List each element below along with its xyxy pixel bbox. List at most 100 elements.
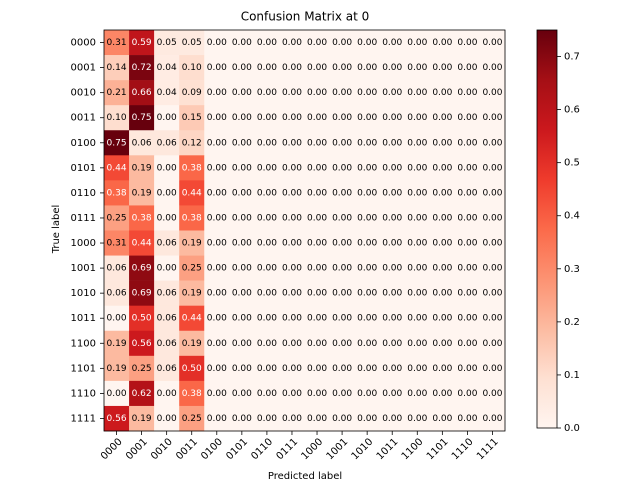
cell [354,255,380,281]
cell [404,105,431,131]
cell [479,180,506,206]
cell-label: 0.00 [307,38,327,48]
cell [379,330,406,357]
cell-label: 0.06 [157,314,177,324]
cell [204,55,230,81]
x-tick-label: 0101 [224,436,250,462]
cell [129,130,155,156]
cell-label: 0.00 [232,239,252,249]
cell-label: 0.38 [182,163,202,173]
cell-label: 0.06 [132,138,152,148]
cell-label: 0.00 [282,163,302,173]
cell-label: 0.00 [282,138,302,148]
cell [104,405,130,432]
cell-label: 0.00 [282,188,302,198]
cell [129,280,155,306]
cell-label: 0.00 [332,138,352,148]
cell [304,205,330,231]
cell-label: 0.00 [457,38,477,48]
cell-label: 0.15 [182,113,202,123]
cell-label: 0.25 [107,213,127,223]
cell [179,280,205,306]
cell-label: 0.00 [207,389,227,399]
cell-label: 0.00 [257,289,277,299]
cell-label: 0.00 [157,414,177,424]
cell-label: 0.00 [357,188,377,198]
cell-label: 0.00 [232,38,252,48]
cell-label: 0.00 [382,188,402,198]
cell-label: 0.00 [432,213,452,223]
cell-label: 0.00 [282,339,302,349]
cell-label: 0.00 [432,163,452,173]
y-axis-label: True label [51,205,62,255]
cell-label: 0.00 [357,239,377,249]
cell-label: 0.00 [232,314,252,324]
cell [129,180,155,206]
cell-label: 0.00 [282,88,302,98]
cell-label: 0.00 [257,63,277,73]
cell-label: 0.00 [432,314,452,324]
cell [354,230,380,256]
cell-label: 0.00 [257,264,277,274]
cell [204,305,230,332]
cell [179,255,205,281]
cell [479,380,506,407]
cell-label: 0.00 [432,188,452,198]
cell [404,180,431,206]
cell-label: 0.00 [457,289,477,299]
cell [379,180,406,206]
cell [429,30,456,56]
cell [454,105,481,131]
colorbar-tick-label: 0.2 [564,317,580,328]
cell [429,355,456,382]
cell [279,180,305,206]
cell-label: 0.00 [407,389,427,399]
cell-label: 0.00 [232,138,252,148]
cell [104,330,130,357]
cell [354,155,380,181]
cell [429,305,456,332]
cell [429,180,456,206]
cell-label: 0.00 [332,213,352,223]
cell [229,55,255,81]
cell-label: 0.00 [382,264,402,274]
cell-label: 0.44 [107,163,127,173]
cell [104,230,130,256]
cell-label: 0.00 [257,113,277,123]
cell [154,105,180,131]
cell [129,30,155,56]
cell-label: 0.00 [232,113,252,123]
cell-label: 0.00 [432,289,452,299]
cell-label: 0.50 [132,314,152,324]
cell [154,355,180,382]
cell-label: 0.00 [207,314,227,324]
cell-label: 0.00 [357,339,377,349]
colorbar-tick-label: 0.4 [564,211,580,222]
cell [279,105,305,131]
cell [179,30,205,56]
cell-label: 0.00 [382,239,402,249]
cell [129,205,155,231]
cell [454,205,481,231]
cell [104,280,130,306]
cell-label: 0.00 [382,213,402,223]
cell-label: 0.00 [482,113,502,123]
cell-label: 0.00 [457,88,477,98]
cell-label: 0.19 [182,289,202,299]
cell [454,180,481,206]
cell-label: 0.00 [432,414,452,424]
x-tick-label: 1100 [400,436,426,462]
cell [129,230,155,256]
cell-label: 0.50 [182,364,202,374]
cell-label: 0.00 [257,188,277,198]
cell-label: 0.04 [157,88,177,98]
cell-label: 0.00 [232,88,252,98]
cell-label: 0.19 [132,163,152,173]
x-tick-label: 1101 [425,436,451,462]
cell-label: 0.00 [382,88,402,98]
cell [379,155,406,181]
colorbar-tick-label: 0.0 [564,423,580,434]
cell-label: 0.00 [457,138,477,148]
cell-label: 0.00 [282,38,302,48]
cell [254,380,280,407]
